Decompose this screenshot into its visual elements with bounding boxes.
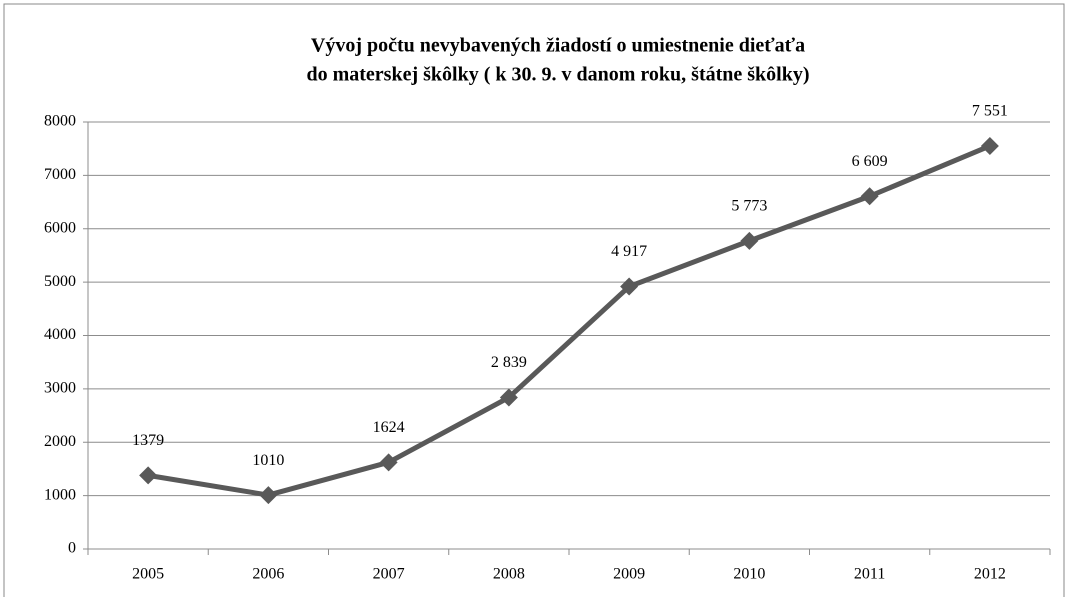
x-tick-label: 2008 [493,566,525,583]
data-line [147,143,991,498]
x-tick-label: 2012 [974,566,1006,583]
y-tick-label: 3000 [44,380,76,397]
data-marker [379,453,398,472]
y-tick-label: 7000 [44,166,76,183]
chart-title: Vývoj počtu nevybavených žiadostí o umie… [311,35,805,57]
data-label: 4 917 [611,243,647,260]
data-label: 5 773 [731,198,767,215]
data-marker [139,466,158,485]
data-marker [499,388,518,407]
data-label: 1624 [373,419,405,436]
x-tick-label: 2011 [854,566,885,583]
y-tick-label: 8000 [44,113,76,130]
y-tick-label: 0 [68,540,76,557]
data-label: 2 839 [491,354,527,371]
data-marker [620,277,639,296]
data-label: 1379 [132,432,164,449]
x-tick-label: 2009 [613,566,645,583]
data-marker [860,187,879,206]
chart-frame [3,3,1065,597]
data-marker [980,136,999,155]
y-tick-label: 6000 [44,219,76,236]
y-tick-label: 5000 [44,273,76,290]
data-label: 7 551 [972,103,1008,120]
y-tick-label: 1000 [44,486,76,503]
data-label: 6 609 [852,153,888,170]
y-tick-label: 2000 [44,433,76,450]
x-tick-label: 2006 [252,566,284,583]
x-tick-label: 2010 [733,566,765,583]
x-tick-label: 2005 [132,566,164,583]
data-marker [740,231,759,250]
x-tick-label: 2007 [373,566,405,583]
chart-title: do materskej škôlky ( k 30. 9. v danom r… [306,64,809,86]
y-tick-label: 4000 [44,326,76,343]
data-label: 1010 [252,452,284,469]
data-marker [259,486,278,505]
